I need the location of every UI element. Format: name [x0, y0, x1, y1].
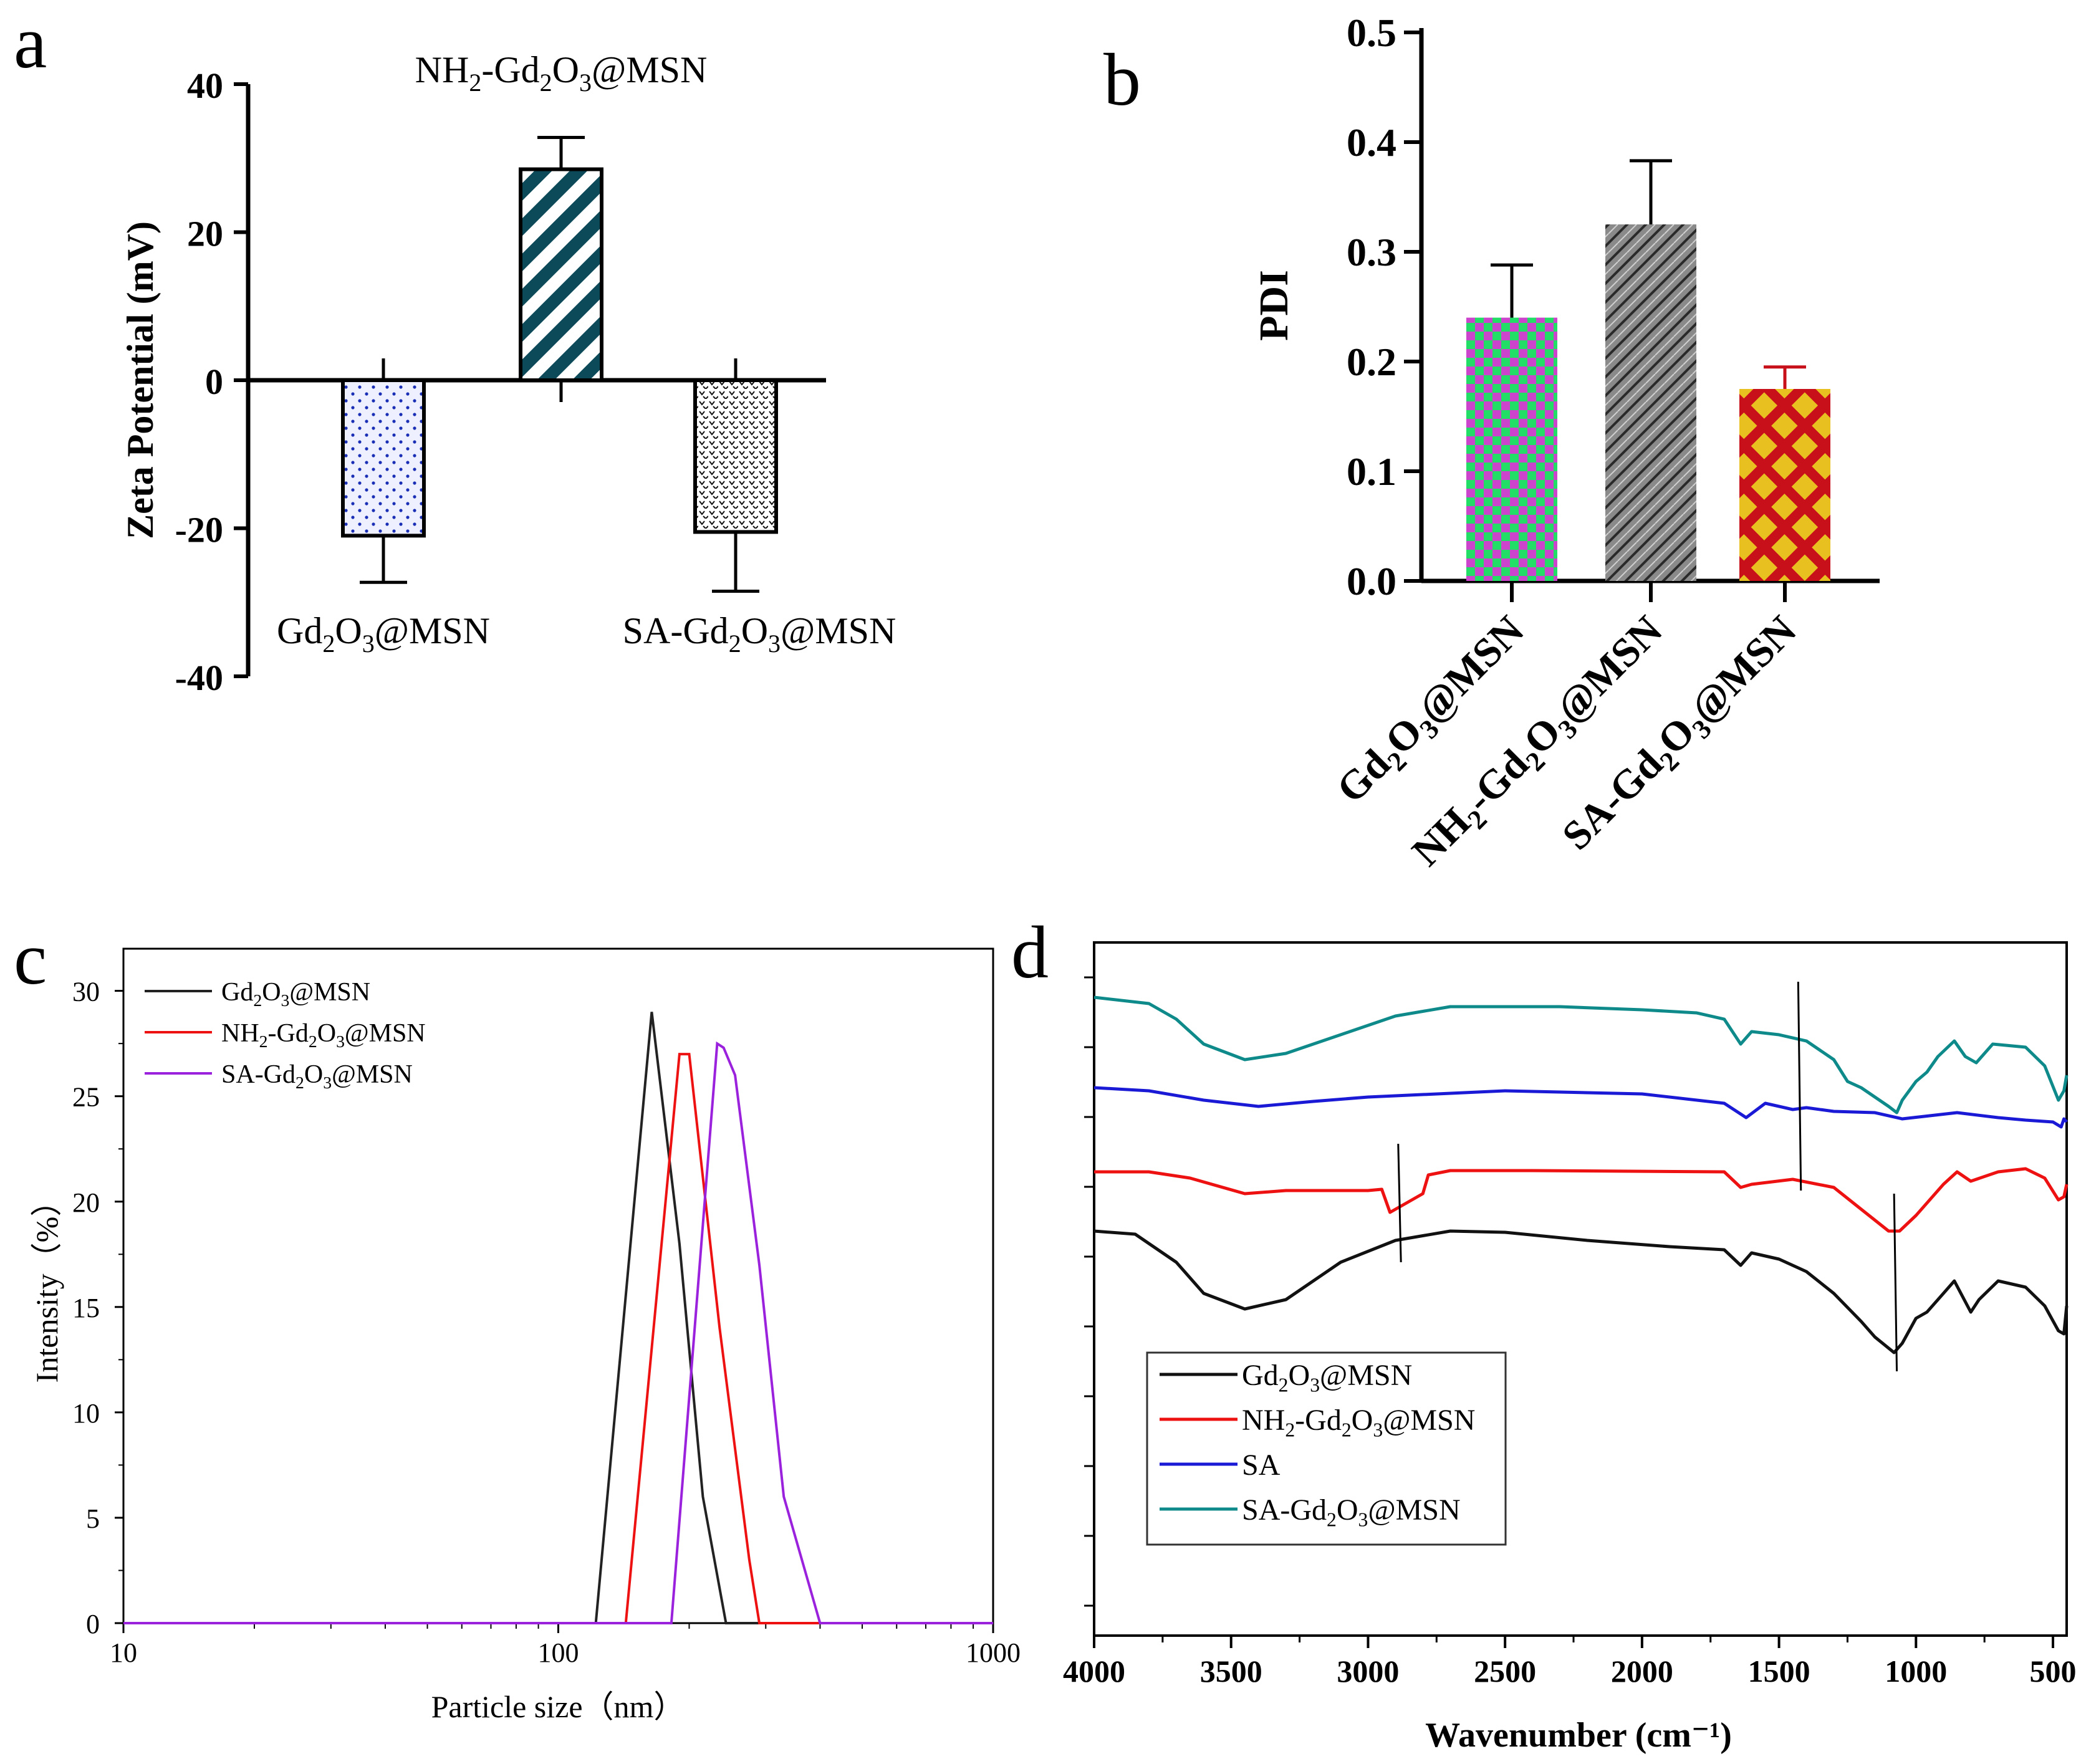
c-xtick-label: 1000 — [966, 1637, 1021, 1668]
c-ytick-label: 15 — [72, 1293, 100, 1323]
d-series-line — [1093, 1086, 2068, 1129]
b-y-axis-title: PDI — [1251, 270, 1297, 341]
a-bar — [693, 378, 778, 534]
a-ytick-label: -40 — [175, 658, 223, 698]
d-xtick-label: 3000 — [1337, 1654, 1399, 1689]
particle-size-chart: 0 5 10 15 20 25 30 10 100 1000 Gd2O3@MSN NH2-Gd2O3… — [29, 947, 1021, 1724]
d-xtick-label: 1000 — [1885, 1654, 1947, 1689]
d-legend-label: Gd2O3@MSN — [1242, 1359, 1412, 1396]
d-x-axis-title: Wavenumber (cm⁻¹) — [1425, 1716, 1732, 1755]
a-ytick-label: 0 — [205, 362, 223, 402]
a-label-nh2: NH2-Gd2O3@MSN — [415, 49, 708, 97]
b-xtick-label: NH2-Gd2O3@MSN — [1403, 607, 1675, 879]
d-xtick-label: 2500 — [1474, 1654, 1536, 1689]
d-xtick-label: 3500 — [1200, 1654, 1262, 1689]
b-ytick-label: 0.0 — [1347, 559, 1396, 603]
a-ytick-label: -20 — [175, 510, 223, 550]
c-legend-label: Gd2O3@MSN — [221, 978, 370, 1010]
d-plot-frame — [1093, 941, 2068, 1637]
a-bar — [519, 167, 603, 382]
a-ytick-label: 20 — [187, 214, 223, 254]
panel-label-c: c — [14, 917, 47, 1000]
c-ytick-label: 30 — [72, 977, 100, 1007]
pdi-chart: 0.00.10.20.30.40.5 PDI Gd2O3@MSNNH2-Gd2O… — [1251, 11, 1880, 879]
c-legend-label: NH2-Gd2O3@MSN — [221, 1019, 426, 1051]
d-xtick-label: 500 — [2030, 1654, 2077, 1689]
d-legend-label: SA — [1242, 1449, 1281, 1482]
b-ytick-label: 0.3 — [1347, 230, 1396, 274]
a-ytick-label: 40 — [187, 65, 223, 106]
d-xtick-label: 1500 — [1748, 1654, 1810, 1689]
b-bar — [1739, 389, 1830, 581]
b-bar — [1466, 317, 1557, 581]
a-label-sa: SA-Gd2O3@MSN — [623, 610, 896, 658]
c-series-line — [123, 1053, 993, 1624]
d-marker-line — [1397, 1143, 1402, 1263]
c-ytick-label: 10 — [72, 1398, 100, 1429]
d-marker-line — [1797, 981, 1802, 1191]
a-bar — [341, 378, 426, 538]
d-marker-line — [1893, 1193, 1898, 1372]
b-xtick-label: SA-Gd2O3@MSN — [1554, 607, 1809, 863]
c-ytick-label: 20 — [72, 1187, 100, 1218]
c-legend-label: SA-Gd2O3@MSN — [221, 1060, 413, 1092]
c-xtick-label: 10 — [110, 1637, 137, 1668]
b-ytick-label: 0.5 — [1347, 11, 1396, 55]
ftir-chart: 4000 3500 3000 2500 2000 1500 1000 500 Gd2O3@MS… — [1063, 941, 2077, 1755]
c-series-line — [123, 1041, 993, 1624]
d-legend-box — [1146, 1351, 1507, 1546]
b-ytick-label: 0.1 — [1347, 449, 1396, 494]
b-bar — [1605, 224, 1696, 581]
b-ytick-label: 0.4 — [1347, 120, 1396, 165]
panel-label-a: a — [14, 1, 47, 84]
c-ytick-label: 25 — [72, 1082, 100, 1113]
panel-label-d: d — [1011, 911, 1049, 994]
d-xtick-label: 4000 — [1063, 1654, 1125, 1689]
d-xtick-label: 2000 — [1611, 1654, 1673, 1689]
b-ytick-label: 0.2 — [1347, 340, 1396, 384]
a-y-axis-title: Zeta Potential (mV) — [120, 221, 161, 539]
d-legend-label: SA-Gd2O3@MSN — [1242, 1493, 1461, 1531]
d-series-line — [1094, 1167, 2069, 1233]
c-x-axis-title: Particle size（nm） — [431, 1689, 685, 1724]
c-y-axis-title: Intensity（%） — [29, 1186, 64, 1383]
c-ytick-label: 0 — [86, 1609, 100, 1639]
c-xtick-label: 100 — [538, 1637, 579, 1668]
c-plot-frame — [122, 947, 994, 1624]
d-legend-label: NH2-Gd2O3@MSN — [1242, 1404, 1475, 1441]
zeta-potential-chart: 40 20 0 -20 -40 Zeta Potential (mV) NH2-Gd2O… — [120, 49, 896, 698]
d-series-line — [1093, 1229, 2069, 1354]
c-series-line — [123, 1012, 993, 1624]
panel-label-b: b — [1103, 38, 1141, 121]
c-ytick-label: 5 — [86, 1503, 100, 1534]
d-series-line — [1093, 995, 2069, 1114]
a-label-gd2o3: Gd2O3@MSN — [277, 610, 490, 658]
